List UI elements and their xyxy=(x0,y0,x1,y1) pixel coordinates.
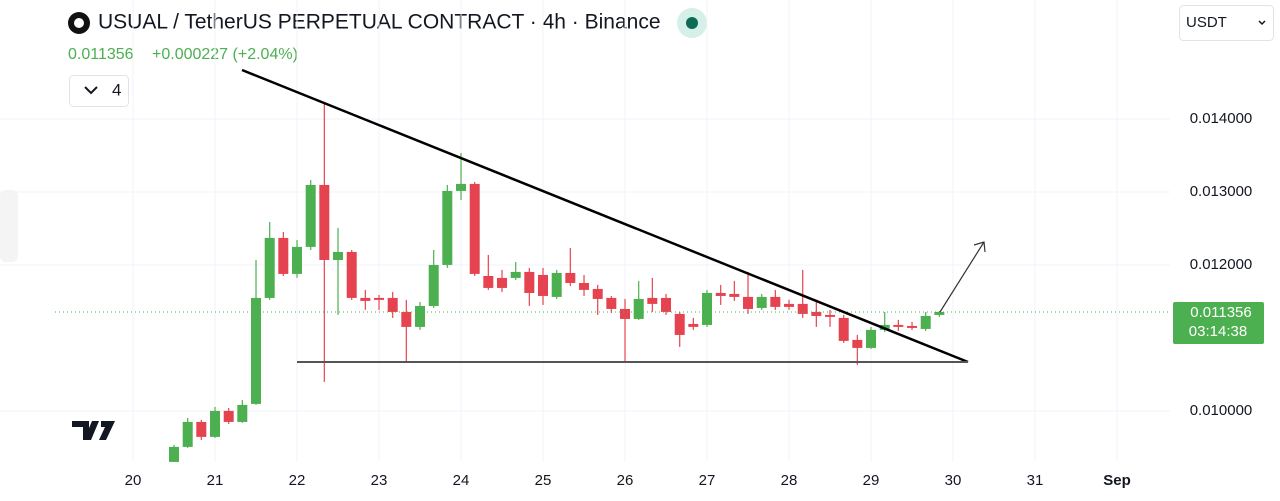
plot xyxy=(55,101,1170,462)
candle-body xyxy=(565,272,576,283)
candle-body xyxy=(538,274,549,296)
x-tick-label: 27 xyxy=(699,472,716,489)
y-tick-label: 0.012000 xyxy=(1190,256,1253,273)
currency: USDT xyxy=(1186,14,1227,31)
header-change: +0.000227 (+2.04%) xyxy=(152,46,298,63)
candle-body xyxy=(415,305,426,327)
y-tick-label: 0.010000 xyxy=(1190,402,1253,419)
x-tick-label: 25 xyxy=(535,472,552,489)
x-tick-label: Sep xyxy=(1103,472,1131,489)
candle-body xyxy=(346,251,357,298)
candle-body xyxy=(647,297,658,304)
candle-body xyxy=(182,421,193,447)
candle-body xyxy=(374,297,385,300)
candle-body xyxy=(292,246,303,274)
indicators-toggle[interactable] xyxy=(69,75,129,107)
candle-body xyxy=(196,421,207,437)
candle-body xyxy=(237,404,248,422)
candle-body xyxy=(319,184,330,260)
candle-body xyxy=(825,314,836,317)
header-price: 0.011356 xyxy=(68,46,134,63)
trend-line xyxy=(241,68,969,364)
chevron xyxy=(1258,20,1266,26)
candle-body xyxy=(592,288,603,299)
candle-body xyxy=(674,313,685,335)
candle-body xyxy=(620,308,631,319)
price-badge-label: 0.011356 xyxy=(1190,304,1251,321)
candle-body xyxy=(305,184,316,247)
candle-body xyxy=(264,237,275,298)
x-tick-label: 22 xyxy=(289,472,306,489)
candle-body xyxy=(743,296,754,309)
indicator-count: 4 xyxy=(112,80,121,99)
x-tick-label: 24 xyxy=(453,472,470,489)
candle-body xyxy=(756,296,767,308)
candle-body xyxy=(278,237,289,274)
candle-body xyxy=(934,311,945,315)
candle-body xyxy=(510,271,521,278)
candle-body xyxy=(551,272,562,297)
candle-body xyxy=(251,297,262,404)
candle-body xyxy=(333,251,344,260)
x-tick-label: 23 xyxy=(371,472,388,489)
candle-body xyxy=(907,325,918,328)
countdown: 03:14:38 xyxy=(1189,323,1247,340)
candle-body xyxy=(483,275,494,288)
candle-body xyxy=(442,190,453,265)
candle-body xyxy=(852,339,863,348)
candle-body xyxy=(729,293,740,297)
candle-body xyxy=(661,297,672,312)
candle-body xyxy=(169,446,180,462)
x-tick-label: 26 xyxy=(617,472,634,489)
x-tick-label: 20 xyxy=(125,472,142,489)
y-tick-label: 0.014000 xyxy=(1190,110,1253,127)
chevron xyxy=(84,86,98,95)
logo xyxy=(72,421,115,440)
candle-body xyxy=(688,323,699,327)
candle-body xyxy=(866,329,877,348)
x-tick-label: 30 xyxy=(945,472,962,489)
candle-body xyxy=(770,296,781,307)
x-tick-label: 28 xyxy=(781,472,798,489)
candle-body xyxy=(579,282,590,290)
candle-body xyxy=(797,303,808,314)
arrow-head xyxy=(973,241,986,253)
candle-body xyxy=(633,298,644,319)
candle-body xyxy=(715,292,726,296)
y-tick-label: 0.013000 xyxy=(1190,183,1253,200)
candle-body xyxy=(456,183,467,191)
candle-body xyxy=(387,297,398,312)
candle-body xyxy=(524,271,535,293)
candle-body xyxy=(893,324,904,327)
candle-body xyxy=(838,317,849,341)
candle-body xyxy=(223,410,234,422)
side-tab[interactable] xyxy=(0,190,18,262)
candle-body xyxy=(210,410,221,437)
candle-body xyxy=(469,183,480,274)
symbol-icon-inner xyxy=(74,18,84,28)
currency-select[interactable] xyxy=(1179,5,1274,41)
candle-body xyxy=(920,315,931,329)
x-tick-label: 31 xyxy=(1027,472,1044,489)
candle-body xyxy=(428,264,439,306)
candle-body xyxy=(811,311,822,316)
axes: 20 21 22 23 24 25 26 27 28 29 30 31 Sep 0.010000 0.012… xyxy=(125,110,1264,489)
candle-body xyxy=(784,303,795,307)
x-tick-label: 29 xyxy=(863,472,880,489)
x-tick-label: 21 xyxy=(207,472,224,489)
candle-body xyxy=(360,297,371,301)
grid xyxy=(0,0,1170,462)
price-badge xyxy=(1173,301,1264,344)
candle-body xyxy=(606,297,617,309)
candle-body xyxy=(702,292,713,325)
arrow xyxy=(939,241,985,313)
candle-body xyxy=(401,311,412,327)
status-dot xyxy=(686,17,698,29)
candle-body xyxy=(497,277,508,288)
